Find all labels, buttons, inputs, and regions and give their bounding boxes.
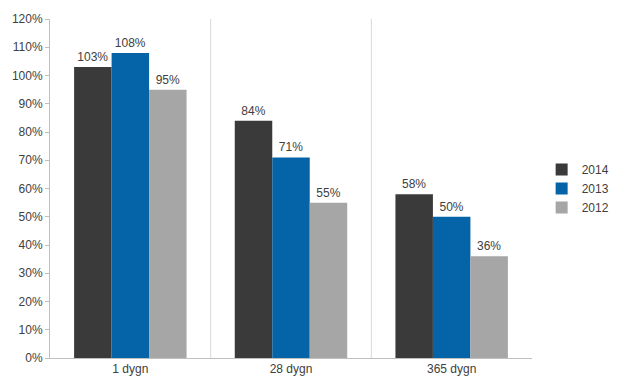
svg-text:40%: 40% xyxy=(19,238,43,252)
svg-text:84%: 84% xyxy=(241,104,265,118)
svg-text:103%: 103% xyxy=(77,50,108,64)
svg-text:70%: 70% xyxy=(19,153,43,167)
svg-text:0%: 0% xyxy=(25,351,43,365)
svg-text:28 dygn: 28 dygn xyxy=(270,362,313,376)
svg-text:100%: 100% xyxy=(12,69,43,83)
svg-text:50%: 50% xyxy=(19,210,43,224)
svg-text:95%: 95% xyxy=(156,73,180,87)
svg-text:10%: 10% xyxy=(19,323,43,337)
svg-text:36%: 36% xyxy=(477,239,501,253)
svg-text:2014: 2014 xyxy=(582,163,609,177)
svg-text:71%: 71% xyxy=(279,140,303,154)
svg-text:110%: 110% xyxy=(13,40,43,54)
svg-text:30%: 30% xyxy=(19,266,43,280)
svg-text:58%: 58% xyxy=(402,177,426,191)
svg-text:50%: 50% xyxy=(439,200,463,214)
svg-text:365 dygn: 365 dygn xyxy=(427,362,476,376)
svg-text:2013: 2013 xyxy=(582,182,609,196)
svg-text:108%: 108% xyxy=(115,36,146,50)
svg-text:1 dygn: 1 dygn xyxy=(112,362,148,376)
svg-text:90%: 90% xyxy=(19,97,43,111)
svg-text:2012: 2012 xyxy=(582,201,609,215)
svg-text:55%: 55% xyxy=(316,186,340,200)
svg-text:120%: 120% xyxy=(12,12,43,26)
svg-text:60%: 60% xyxy=(19,182,43,196)
svg-text:20%: 20% xyxy=(19,295,43,309)
svg-text:80%: 80% xyxy=(19,125,43,139)
